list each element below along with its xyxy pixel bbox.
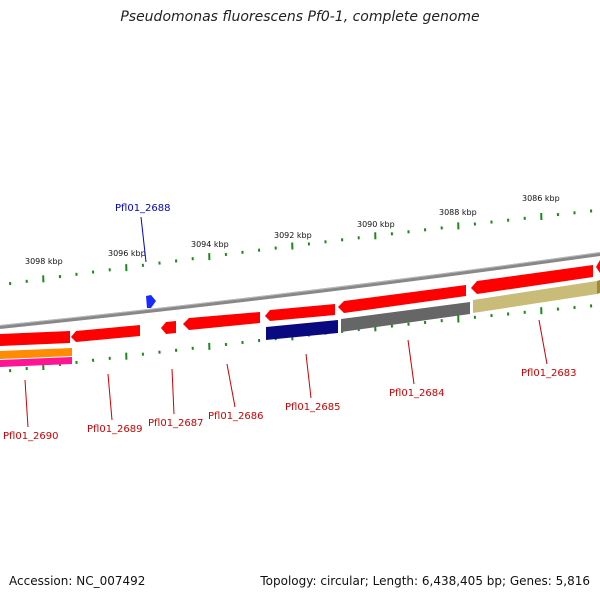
accession-text: Accession: NC_007492 bbox=[9, 574, 146, 588]
leader-pfl01-2686 bbox=[226, 363, 236, 408]
gene-label-pfl01-2688[interactable]: Pfl01_2688 bbox=[115, 203, 171, 214]
gene-label-pfl01-2689[interactable]: Pfl01_2689 bbox=[87, 424, 143, 435]
gene-label-pfl01-2686[interactable]: Pfl01_2686 bbox=[208, 411, 264, 422]
gene-label-pfl01-2685[interactable]: Pfl01_2685 bbox=[285, 402, 341, 413]
leader-pfl01-2688 bbox=[140, 216, 147, 263]
cds-forward-8[interactable] bbox=[596, 260, 600, 273]
ruler-label-3092: 3092 kbp bbox=[274, 231, 312, 240]
cds-navy[interactable] bbox=[266, 320, 338, 340]
feature-blue-marker[interactable] bbox=[146, 295, 156, 308]
cds-forward-1[interactable] bbox=[0, 331, 70, 346]
genome-backbone bbox=[0, 252, 600, 329]
leader-pfl01-2687 bbox=[171, 368, 175, 415]
cds-forward-7[interactable] bbox=[471, 265, 593, 294]
cds-gray[interactable] bbox=[341, 302, 470, 332]
cds-olive-edge[interactable] bbox=[597, 280, 600, 294]
ruler-label-3096: 3096 kbp bbox=[108, 249, 146, 258]
ruler-label-3086: 3086 kbp bbox=[522, 194, 560, 203]
cds-forward-4[interactable] bbox=[183, 312, 260, 330]
cds-forward-6[interactable] bbox=[338, 285, 466, 313]
cds-orange[interactable] bbox=[0, 348, 72, 359]
cds-forward-2[interactable] bbox=[71, 325, 140, 342]
cds-khaki[interactable] bbox=[473, 281, 597, 313]
gene-label-pfl01-2684[interactable]: Pfl01_2684 bbox=[389, 388, 445, 399]
outer-ruler-ticks bbox=[9, 209, 593, 286]
genome-summary-text: Topology: circular; Length: 6,438,405 bp… bbox=[260, 574, 590, 588]
leader-pfl01-2683 bbox=[538, 319, 548, 365]
gene-label-pfl01-2690[interactable]: Pfl01_2690 bbox=[3, 431, 59, 442]
ruler-label-3090: 3090 kbp bbox=[357, 220, 395, 229]
ruler-label-3088: 3088 kbp bbox=[439, 208, 477, 217]
ruler-label-3094: 3094 kbp bbox=[191, 240, 229, 249]
leader-pfl01-2685 bbox=[305, 353, 312, 399]
map-title: Pseudomonas fluorescens Pf0-1, complete … bbox=[120, 9, 480, 25]
genome-backbone-highlight bbox=[0, 252, 600, 326]
cds-magenta[interactable] bbox=[0, 357, 72, 367]
ruler-label-3098: 3098 kbp bbox=[25, 257, 63, 266]
leader-pfl01-2684 bbox=[407, 339, 415, 385]
leader-pfl01-2689 bbox=[107, 373, 113, 421]
cds-forward-5[interactable] bbox=[265, 304, 335, 321]
gene-label-pfl01-2687[interactable]: Pfl01_2687 bbox=[148, 418, 204, 429]
leader-pfl01-2690 bbox=[24, 379, 29, 428]
gene-label-pfl01-2683[interactable]: Pfl01_2683 bbox=[521, 368, 577, 379]
cds-forward-3[interactable] bbox=[161, 321, 176, 334]
